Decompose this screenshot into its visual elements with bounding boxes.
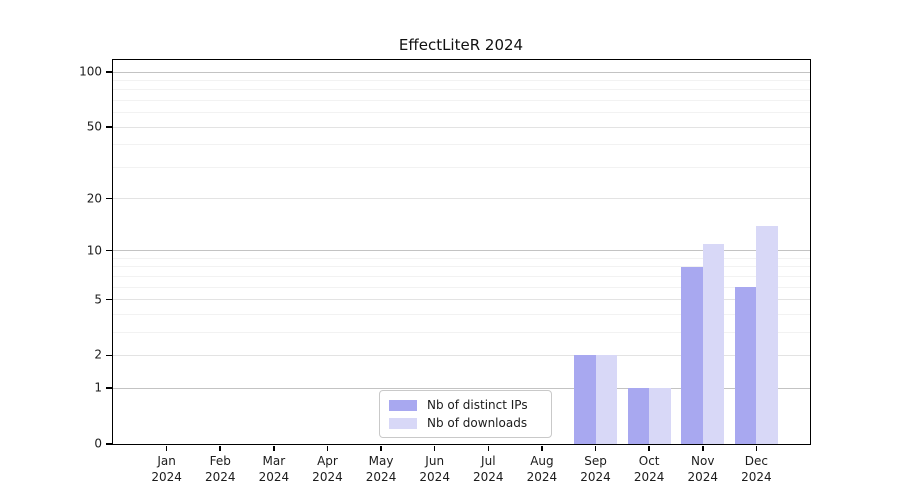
- x-tick-mark: [380, 445, 382, 451]
- x-tick-year: 2024: [365, 470, 397, 485]
- y-gridline-major: [113, 126, 810, 128]
- y-tick-label: 0: [94, 436, 102, 451]
- x-tick-month: Apr: [317, 454, 338, 468]
- x-tick-mark: [702, 445, 704, 451]
- y-gridline-minor: [113, 79, 810, 81]
- x-tick-mark: [273, 445, 275, 451]
- x-tick-month: Sep: [584, 454, 607, 468]
- y-gridline-minor: [113, 144, 810, 146]
- y-tick-mark: [106, 387, 112, 389]
- y-tick-label: 2: [94, 348, 102, 363]
- x-tick-label: May 2024: [366, 453, 397, 485]
- x-tick-label: Mar 2024: [259, 453, 290, 485]
- x-tick-year: 2024: [526, 470, 558, 485]
- y-tick-mark: [106, 249, 112, 252]
- x-tick-month: May: [368, 454, 394, 468]
- y-tick-label: 1: [94, 380, 102, 395]
- x-tick-month: Dec: [744, 454, 768, 468]
- x-tick-label: Apr 2024: [312, 453, 343, 485]
- x-tick-label: Feb 2024: [205, 453, 236, 485]
- x-tick-mark: [541, 445, 543, 451]
- plot-area: 0 1 2 5 10 20 50 100 Jan 2024 Feb 2024 Mar 2024 Apr 202…: [79, 59, 811, 484]
- y-tick-mark: [106, 354, 112, 357]
- legend-item-downloads: Nb of downloads: [389, 416, 542, 430]
- y-gridline-minor: [113, 99, 810, 101]
- x-tick-month: Jul: [481, 454, 496, 468]
- y-gridline-minor: [113, 166, 810, 168]
- y-tick-label: 20: [86, 191, 102, 206]
- bar-downloads: [702, 243, 725, 444]
- y-tick-label: 5: [94, 292, 102, 307]
- y-tick-mark: [106, 71, 112, 73]
- x-tick-year: 2024: [687, 470, 719, 485]
- x-tick-label: Jun 2024: [419, 453, 450, 485]
- x-tick-label: Aug 2024: [527, 453, 558, 485]
- y-tick-mark: [106, 197, 112, 200]
- x-tick-label: Dec 2024: [741, 453, 772, 485]
- x-tick-month: Oct: [638, 454, 660, 468]
- x-tick-year: 2024: [741, 470, 772, 485]
- legend: Nb of distinct IPs Nb of downloads: [379, 390, 552, 438]
- x-tick-mark: [326, 445, 329, 451]
- x-tick-year: 2024: [204, 470, 236, 485]
- y-tick-mark: [106, 126, 112, 128]
- x-tick-label: Jan 2024: [151, 453, 182, 485]
- x-tick-label: Sep 2024: [580, 453, 611, 485]
- chart-title: EffectLiteR 2024: [398, 36, 524, 54]
- x-tick-month: Mar: [262, 454, 286, 468]
- y-gridline-minor: [113, 89, 810, 91]
- bar-distinct-ips: [574, 355, 596, 444]
- legend-item-distinct-ips: Nb of distinct IPs: [389, 398, 542, 412]
- x-tick-year: 2024: [151, 470, 182, 485]
- x-tick-month: Aug: [530, 454, 554, 468]
- x-tick-year: 2024: [312, 470, 343, 485]
- x-tick-month: Nov: [691, 454, 715, 468]
- x-tick-year: 2024: [633, 470, 665, 485]
- x-tick-year: 2024: [580, 470, 611, 485]
- x-tick-mark: [433, 445, 436, 451]
- legend-swatch-downloads: [389, 417, 417, 429]
- y-tick-mark: [106, 443, 112, 445]
- x-tick-mark: [594, 445, 597, 451]
- y-tick-label: 100: [79, 64, 102, 79]
- bar-downloads: [595, 355, 618, 444]
- x-tick-year: 2024: [258, 470, 290, 485]
- x-tick-label: Jul 2024: [473, 453, 504, 485]
- y-tick-mark: [106, 298, 112, 301]
- bar-downloads: [649, 388, 671, 444]
- x-tick-month: Feb: [209, 454, 231, 468]
- bar-distinct-ips: [734, 287, 757, 444]
- legend-label-distinct-ips: Nb of distinct IPs: [427, 398, 528, 412]
- x-tick-year: 2024: [419, 470, 450, 485]
- bar-downloads: [756, 225, 778, 444]
- bar-distinct-ips: [681, 266, 703, 444]
- y-tick-label: 50: [86, 119, 102, 134]
- x-tick-month: Jan: [157, 454, 176, 468]
- x-tick-mark: [648, 445, 650, 451]
- y-gridline-minor: [113, 112, 810, 114]
- x-tick-year: 2024: [473, 470, 504, 485]
- y-gridline-major: [113, 71, 810, 73]
- y-tick-label: 10: [86, 243, 102, 258]
- x-tick-label: Oct 2024: [634, 453, 665, 485]
- x-tick-mark: [487, 445, 490, 451]
- x-tick-mark: [219, 445, 221, 451]
- y-gridline-major: [113, 198, 810, 200]
- x-tick-mark: [755, 445, 758, 451]
- bar-distinct-ips: [627, 388, 650, 444]
- x-tick-mark: [165, 445, 168, 451]
- legend-swatch-distinct-ips: [389, 399, 417, 411]
- x-tick-month: Jun: [425, 454, 445, 468]
- legend-label-downloads: Nb of downloads: [427, 416, 528, 430]
- x-tick-label: Nov 2024: [687, 453, 718, 485]
